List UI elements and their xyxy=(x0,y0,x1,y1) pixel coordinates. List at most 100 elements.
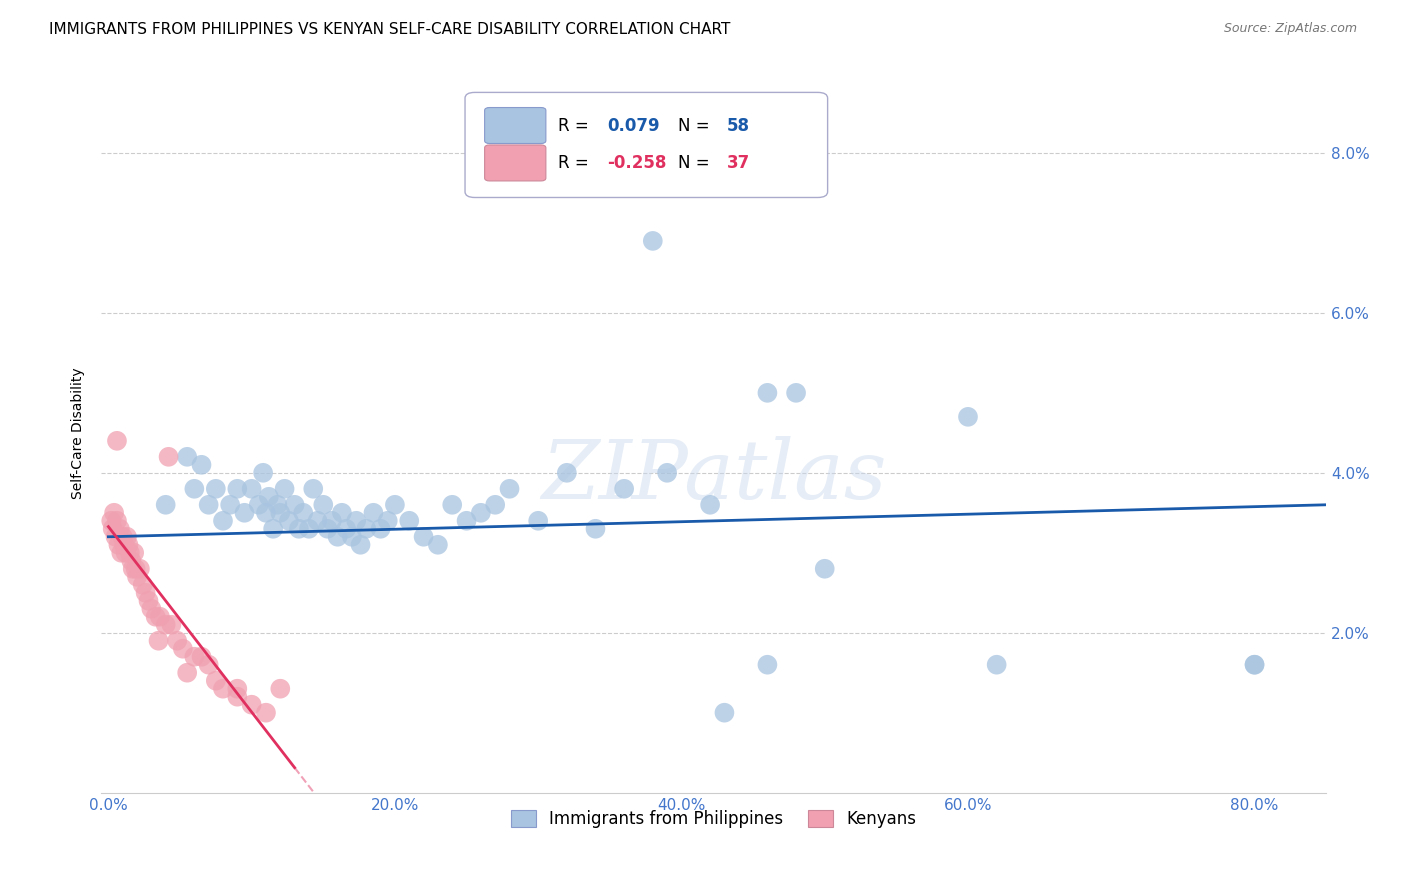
Point xyxy=(298,522,321,536)
Point xyxy=(110,546,132,560)
Point xyxy=(363,506,385,520)
Point xyxy=(756,657,779,672)
Point xyxy=(135,586,157,600)
Text: Source: ZipAtlas.com: Source: ZipAtlas.com xyxy=(1223,22,1357,36)
Point xyxy=(330,506,353,520)
Point xyxy=(613,482,636,496)
Point xyxy=(426,538,449,552)
Point xyxy=(128,562,150,576)
Point xyxy=(470,506,492,520)
Point xyxy=(205,482,228,496)
Point xyxy=(190,458,212,472)
FancyBboxPatch shape xyxy=(485,108,546,144)
Point xyxy=(254,506,277,520)
Point xyxy=(132,578,155,592)
Point xyxy=(107,538,129,552)
Point xyxy=(176,665,198,680)
Point xyxy=(377,514,399,528)
Point xyxy=(212,681,235,696)
Point xyxy=(302,482,325,496)
Text: ZIPatlas: ZIPatlas xyxy=(541,436,886,516)
Point xyxy=(240,482,263,496)
Point xyxy=(269,681,291,696)
Point xyxy=(183,482,205,496)
Point xyxy=(166,633,188,648)
Point xyxy=(335,522,357,536)
Point xyxy=(183,649,205,664)
Point xyxy=(307,514,329,528)
Point xyxy=(655,466,678,480)
Point xyxy=(120,554,142,568)
Point xyxy=(312,498,335,512)
Point xyxy=(108,522,131,536)
Point xyxy=(115,530,138,544)
Text: R =: R = xyxy=(558,154,595,172)
Point xyxy=(527,514,550,528)
Point xyxy=(699,498,721,512)
Point xyxy=(354,522,377,536)
Point xyxy=(585,522,607,536)
Point xyxy=(273,482,295,496)
Point xyxy=(956,409,979,424)
Point xyxy=(441,498,464,512)
Text: IMMIGRANTS FROM PHILIPPINES VS KENYAN SELF-CARE DISABILITY CORRELATION CHART: IMMIGRANTS FROM PHILIPPINES VS KENYAN SE… xyxy=(49,22,731,37)
Point xyxy=(257,490,280,504)
Text: -0.258: -0.258 xyxy=(607,154,666,172)
Point xyxy=(125,570,148,584)
Point xyxy=(484,498,506,512)
Point xyxy=(713,706,735,720)
Point xyxy=(316,522,339,536)
Point xyxy=(117,538,139,552)
Point xyxy=(157,450,180,464)
Point xyxy=(284,498,307,512)
Point xyxy=(105,434,128,448)
Legend: Immigrants from Philippines, Kenyans: Immigrants from Philippines, Kenyans xyxy=(505,803,924,835)
Point xyxy=(262,522,284,536)
Point xyxy=(176,450,198,464)
Point xyxy=(112,538,135,552)
Point xyxy=(555,466,578,480)
Text: R =: R = xyxy=(558,117,595,135)
Text: 0.079: 0.079 xyxy=(607,117,659,135)
Point xyxy=(1243,657,1265,672)
Point xyxy=(756,385,779,400)
Point xyxy=(121,562,143,576)
Point xyxy=(498,482,520,496)
Point xyxy=(370,522,392,536)
Point xyxy=(124,562,146,576)
Point xyxy=(247,498,270,512)
Point xyxy=(252,466,274,480)
Point xyxy=(292,506,315,520)
Point xyxy=(155,617,177,632)
Text: N =: N = xyxy=(678,117,716,135)
Point xyxy=(205,673,228,688)
Point xyxy=(266,498,288,512)
Point xyxy=(226,690,249,704)
Y-axis label: Self-Care Disability: Self-Care Disability xyxy=(72,367,86,499)
Point xyxy=(233,506,256,520)
Point xyxy=(105,514,128,528)
Point xyxy=(212,514,235,528)
Point xyxy=(384,498,406,512)
Point xyxy=(172,641,194,656)
Point xyxy=(111,530,134,544)
Point xyxy=(814,562,837,576)
Point xyxy=(344,514,367,528)
Point xyxy=(240,698,263,712)
FancyBboxPatch shape xyxy=(465,93,828,197)
Point xyxy=(100,514,122,528)
Point xyxy=(277,514,299,528)
Point xyxy=(103,506,125,520)
Point xyxy=(412,530,434,544)
Point xyxy=(226,681,249,696)
Point xyxy=(197,657,219,672)
Text: 37: 37 xyxy=(727,154,751,172)
Text: 58: 58 xyxy=(727,117,751,135)
Point xyxy=(254,706,277,720)
Point xyxy=(288,522,311,536)
Point xyxy=(398,514,420,528)
Point xyxy=(122,546,145,560)
Point xyxy=(101,522,124,536)
Point xyxy=(1243,657,1265,672)
Point xyxy=(149,609,172,624)
